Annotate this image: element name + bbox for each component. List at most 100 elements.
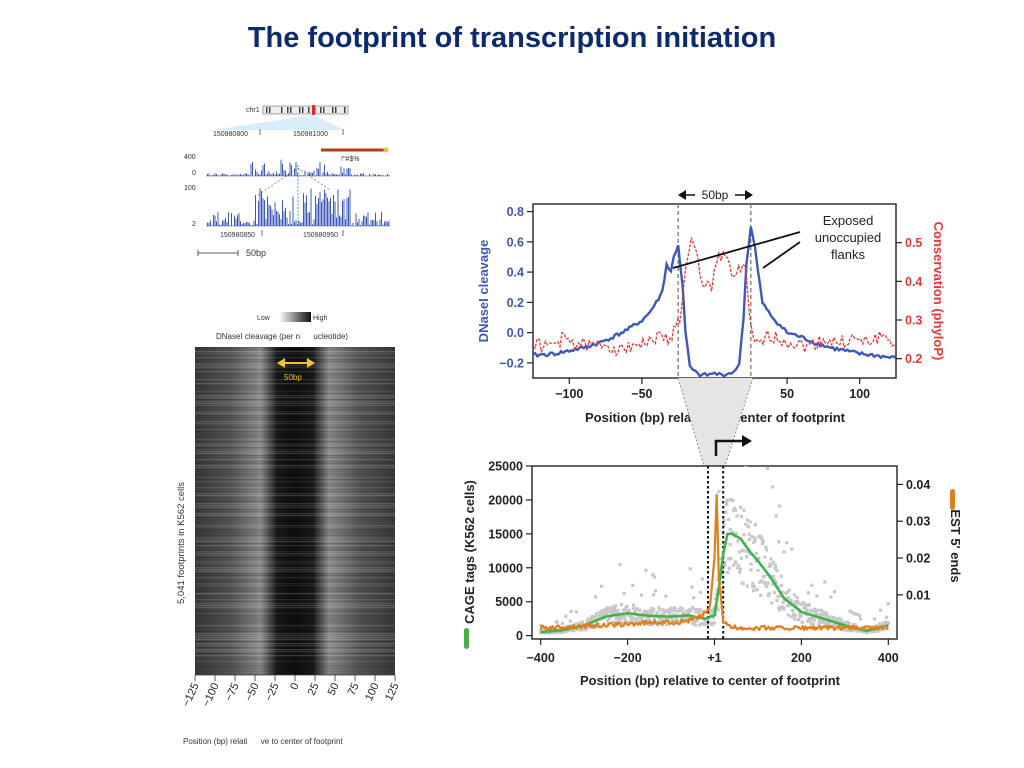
cage-point [776,594,780,598]
cage-point [712,621,717,625]
cage-point [612,606,617,610]
conservation-series-line [533,237,896,357]
cage-point [787,588,791,592]
heatmap-subtitle: DNaseI cleavage (per n ucleotide) [216,332,348,341]
coord-top-left: 150980800 [213,131,248,138]
cage-point [834,617,838,622]
cage-point [574,610,578,614]
cage-point [714,592,718,596]
cage-point [687,608,691,612]
cage-point [684,615,688,619]
cage-point [595,625,599,629]
cage-point [746,525,750,529]
chart-a-ytick: 0.4 [507,266,524,280]
chart-b-ylabel: CAGE tags (K562 cells) [462,480,477,624]
chart-b-ytick-right: 0.03 [906,515,930,529]
cage-point [693,608,697,612]
cage-point [804,603,808,608]
genome-track-panel: chr1 150980800 150981000 !"#$% 400 0 100… [184,105,390,258]
cage-point [753,523,757,527]
cage-point [722,523,726,527]
cage-point [619,602,624,607]
legend-high-label: High [313,315,328,322]
cage-point [731,498,735,503]
cage-point [807,616,811,621]
cage-point [732,506,737,511]
cage-point [738,550,742,554]
cage-point [640,615,644,620]
cage-point [630,619,634,624]
cage-point [561,630,565,634]
cage-point [752,540,756,544]
green-series-key [464,628,469,649]
cage-point [607,609,611,614]
cage-point [672,618,676,623]
cage-point [717,490,721,494]
cage-point [599,613,603,618]
chart-a-ytick: 0.2 [507,296,524,310]
cage-point [755,588,759,592]
cage-point [813,608,817,612]
cage-point [689,609,693,613]
cage-point [706,619,711,623]
cage-point [737,369,740,372]
cage-point [682,611,686,615]
cage-point [808,608,812,612]
cage-point [564,614,568,618]
cage-point [837,627,841,631]
chart-b-xtick: +1 [707,651,721,665]
cage-point [771,575,776,579]
cage-point [593,595,598,599]
chart-a-xtick: −100 [555,387,583,401]
cage-point [647,618,651,622]
cage-point [773,566,777,570]
cage-point [735,445,738,448]
cage-point [725,570,730,574]
cage-point [751,581,755,585]
chart-a-ytick-right: 0.4 [905,275,922,289]
cage-point [758,593,763,597]
cage-point [632,606,636,610]
cage-point [747,532,751,536]
cage-point [639,593,644,597]
cage-point [657,616,661,620]
cage-point [591,615,595,620]
cage-point [585,626,589,631]
chart-a-ytick-right: 0.5 [905,236,922,250]
cage-point [616,609,620,613]
cage-point [753,538,757,542]
cage-point [715,605,719,609]
cage-point [756,568,760,572]
cage-point [809,618,813,622]
cage-point [745,555,749,559]
cage-point [886,621,890,625]
cage-point [786,596,790,600]
heatmap-xticks: −125−100 −75 −50 −25 0 25 50 75 100 125 [180,675,402,709]
cage-point [594,612,598,616]
track1-ytick-max: 400 [184,154,196,161]
cage-point [762,575,766,579]
cage-point [777,540,781,544]
cage-point [764,545,768,549]
chart-a-xtick: 100 [849,387,870,401]
cage-point [748,520,752,524]
cage-point [844,620,848,624]
cage-point [825,613,829,617]
cage-point [692,617,697,622]
cage-point [771,582,775,586]
cage-point [797,617,801,622]
cage-point [664,594,668,598]
cage-point [621,608,625,612]
cage-point [811,622,816,626]
cage-point [552,631,556,635]
chromosome-label: chr1 [246,107,260,114]
cage-point [761,540,765,544]
coord-bottom-right: 150980950 [303,232,338,239]
cage-point [767,592,771,596]
cage-point [750,429,753,432]
cage-point [810,583,814,587]
dnase-series-line [533,226,896,378]
cage-point [579,628,583,632]
cage-point [723,563,727,567]
